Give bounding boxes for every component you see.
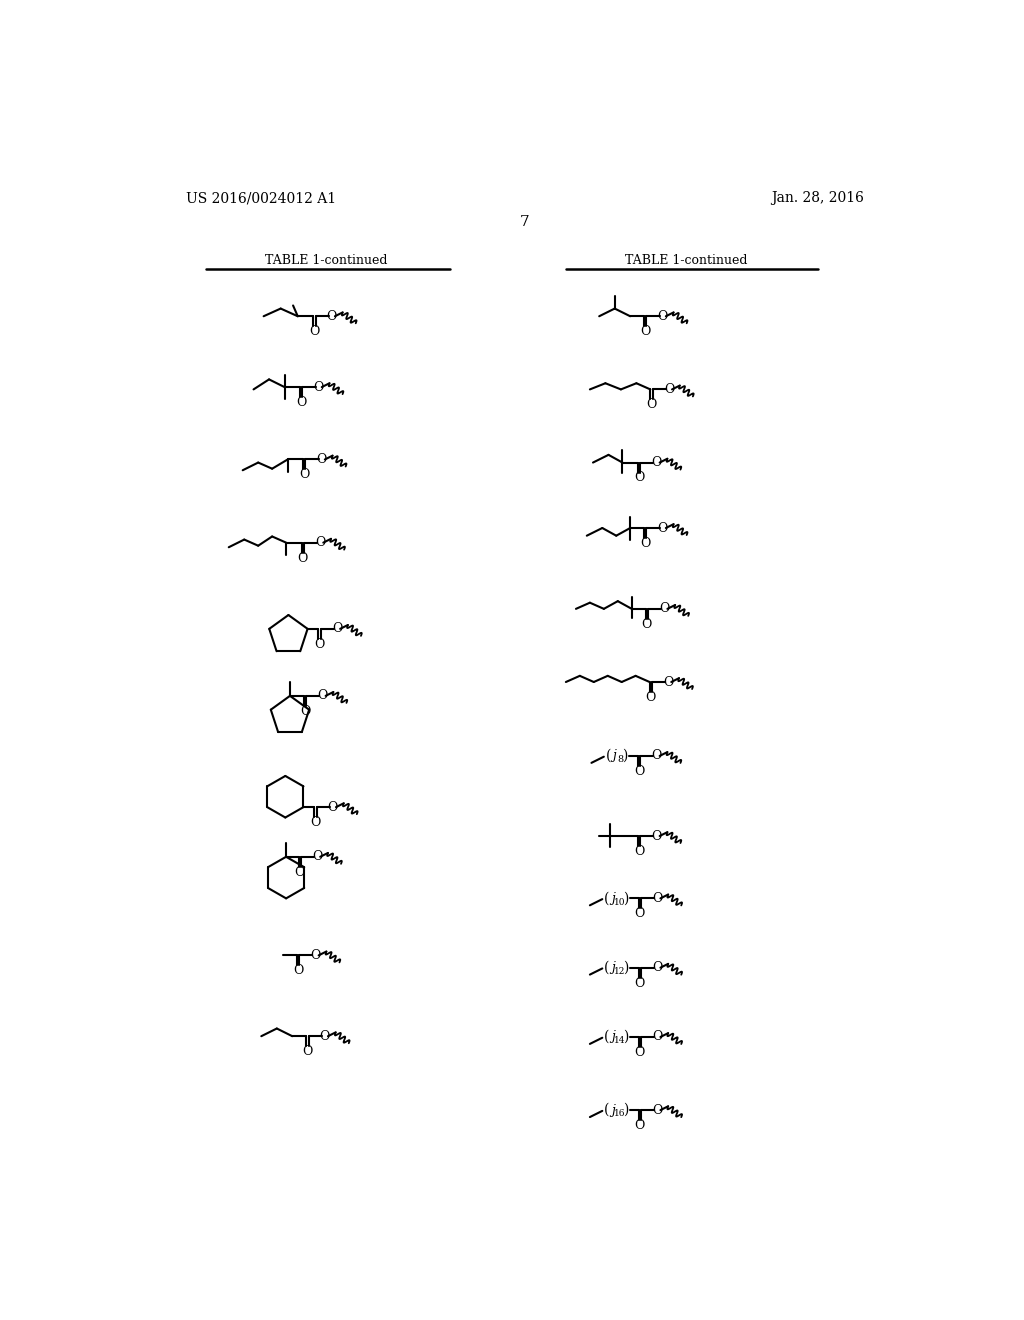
Text: 7: 7 bbox=[520, 215, 529, 228]
Text: O: O bbox=[332, 622, 342, 635]
Text: O: O bbox=[635, 1045, 645, 1059]
Text: O: O bbox=[313, 380, 324, 393]
Text: O: O bbox=[296, 396, 306, 409]
Text: 14: 14 bbox=[613, 1036, 625, 1045]
Text: O: O bbox=[642, 618, 652, 631]
Text: US 2016/0024012 A1: US 2016/0024012 A1 bbox=[186, 191, 336, 206]
Text: O: O bbox=[652, 961, 663, 974]
Text: O: O bbox=[328, 801, 338, 813]
Text: j: j bbox=[611, 961, 615, 974]
Text: O: O bbox=[657, 310, 668, 323]
Text: O: O bbox=[635, 907, 645, 920]
Text: O: O bbox=[327, 310, 337, 323]
Text: ): ) bbox=[623, 748, 628, 763]
Text: O: O bbox=[651, 750, 662, 763]
Text: j: j bbox=[611, 1104, 615, 1117]
Text: (: ( bbox=[604, 1030, 609, 1044]
Text: ): ) bbox=[623, 1104, 629, 1117]
Text: j: j bbox=[612, 750, 616, 763]
Text: O: O bbox=[659, 602, 670, 615]
Text: ): ) bbox=[623, 1030, 629, 1044]
Text: 10: 10 bbox=[613, 898, 625, 907]
Text: O: O bbox=[646, 399, 656, 412]
Text: O: O bbox=[651, 829, 662, 842]
Text: 12: 12 bbox=[613, 968, 625, 975]
Text: O: O bbox=[302, 1045, 312, 1059]
Text: O: O bbox=[634, 764, 644, 777]
Text: Jan. 28, 2016: Jan. 28, 2016 bbox=[771, 191, 864, 206]
Text: 16: 16 bbox=[613, 1110, 625, 1118]
Text: j: j bbox=[611, 1031, 615, 1044]
Text: O: O bbox=[657, 521, 668, 535]
Text: O: O bbox=[300, 705, 310, 718]
Text: TABLE 1-continued: TABLE 1-continued bbox=[265, 253, 388, 267]
Text: O: O bbox=[640, 537, 650, 550]
Text: O: O bbox=[664, 383, 674, 396]
Text: j: j bbox=[611, 892, 615, 906]
Text: O: O bbox=[312, 850, 323, 863]
Text: O: O bbox=[634, 845, 644, 858]
Text: O: O bbox=[651, 455, 662, 469]
Text: O: O bbox=[663, 676, 674, 689]
Text: (: ( bbox=[604, 961, 609, 974]
Text: O: O bbox=[652, 1104, 663, 1117]
Text: 8: 8 bbox=[617, 755, 624, 764]
Text: O: O bbox=[317, 689, 328, 702]
Text: ): ) bbox=[623, 961, 629, 974]
Text: O: O bbox=[298, 552, 308, 565]
Text: O: O bbox=[299, 469, 309, 482]
Text: O: O bbox=[293, 964, 303, 977]
Text: O: O bbox=[315, 536, 326, 549]
Text: O: O bbox=[310, 816, 321, 829]
Text: O: O bbox=[634, 471, 644, 484]
Text: O: O bbox=[652, 1031, 663, 1044]
Text: O: O bbox=[635, 1119, 645, 1133]
Text: O: O bbox=[319, 1030, 330, 1043]
Text: (: ( bbox=[604, 891, 609, 906]
Text: TABLE 1-continued: TABLE 1-continued bbox=[625, 253, 748, 267]
Text: O: O bbox=[295, 866, 305, 879]
Text: O: O bbox=[310, 949, 321, 962]
Text: (: ( bbox=[606, 748, 611, 763]
Text: (: ( bbox=[604, 1104, 609, 1117]
Text: O: O bbox=[635, 977, 645, 990]
Text: ): ) bbox=[623, 891, 629, 906]
Text: O: O bbox=[652, 892, 663, 906]
Text: O: O bbox=[640, 325, 650, 338]
Text: O: O bbox=[645, 690, 656, 704]
Text: O: O bbox=[309, 325, 319, 338]
Text: O: O bbox=[316, 453, 327, 466]
Text: O: O bbox=[314, 638, 325, 651]
